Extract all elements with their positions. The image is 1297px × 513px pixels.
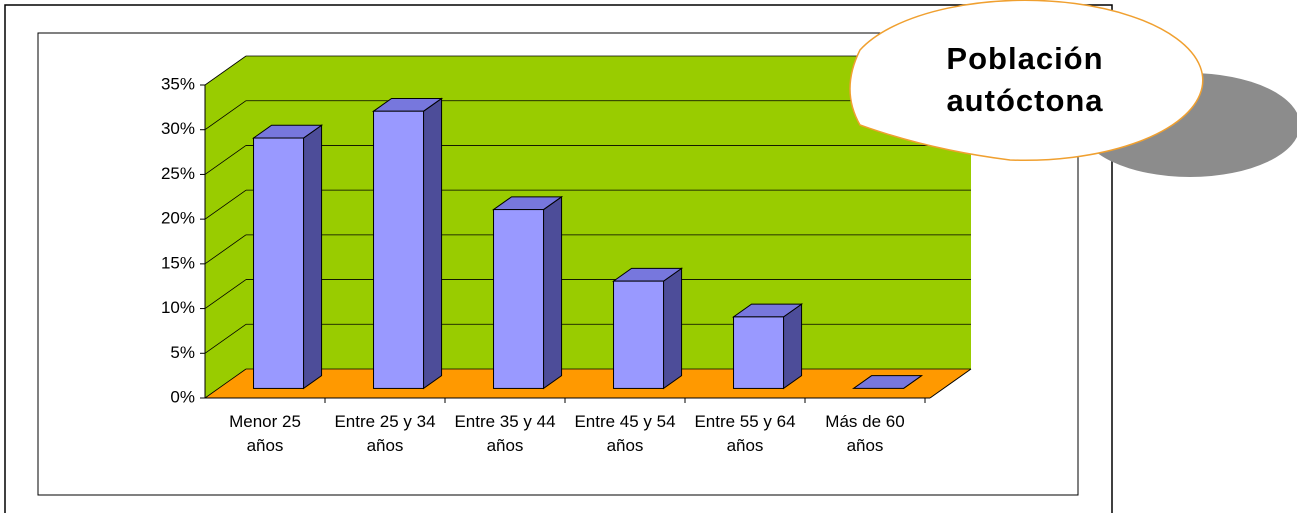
grid-line xyxy=(204,323,247,354)
x-tick-label: Entre 35 y 44 años xyxy=(454,412,556,455)
y-tick-label: 25% xyxy=(161,164,195,183)
x-axis-depth xyxy=(929,368,972,399)
x-tick-label: Entre 45 y 54 años xyxy=(574,412,676,455)
grid-line xyxy=(204,189,247,220)
bar xyxy=(733,316,785,389)
x-tick-label: Más de 60 años xyxy=(825,412,905,455)
plot: 0% 5% 10% 15% 20% 25% 30% 35% xyxy=(161,55,972,406)
x-tick-label: Menor 25 años xyxy=(229,412,301,455)
grid-line xyxy=(204,145,247,175)
bar-side xyxy=(303,124,323,390)
bar-side xyxy=(423,97,443,390)
bar xyxy=(493,209,545,389)
bar xyxy=(253,137,305,389)
chart-frame xyxy=(37,32,1079,496)
x-tick-label: Entre 55 y 64 años xyxy=(694,412,796,455)
side-wall xyxy=(205,56,246,398)
y-tick-label: 0% xyxy=(170,387,195,406)
bar-side xyxy=(543,195,563,390)
grid-line xyxy=(204,368,247,399)
callout xyxy=(849,0,1204,162)
grid-line xyxy=(204,100,247,131)
outer-frame xyxy=(4,4,1113,513)
grid-line xyxy=(204,279,247,309)
bar-top xyxy=(851,375,924,389)
x-tick-label: Entre 25 y 34 años xyxy=(334,412,436,455)
chart-title: Población autóctona xyxy=(946,41,1104,118)
bar-side xyxy=(783,303,803,390)
y-tick-label: 5% xyxy=(170,343,195,362)
y-tick-label: 30% xyxy=(161,119,195,138)
bar xyxy=(373,110,425,389)
grid-line xyxy=(204,55,247,86)
y-tick-label: 35% xyxy=(161,74,195,93)
y-tick-label: 15% xyxy=(161,253,195,272)
bar xyxy=(613,280,665,389)
y-tick-label: 20% xyxy=(161,209,195,228)
y-tick-label: 10% xyxy=(161,298,195,317)
bar-side xyxy=(663,267,683,390)
grid-line xyxy=(204,234,247,265)
